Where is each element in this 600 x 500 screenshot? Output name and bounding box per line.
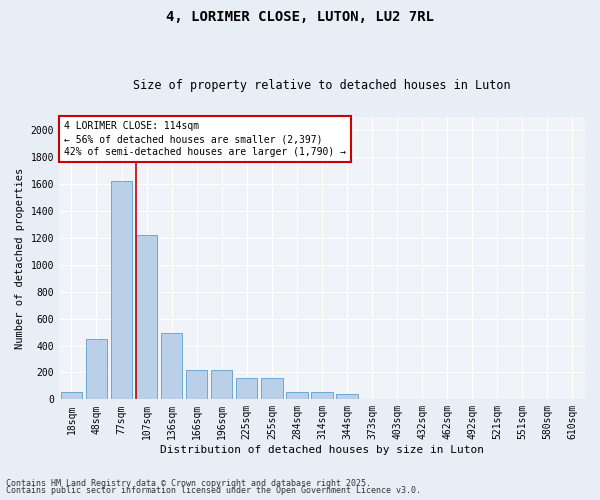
Bar: [286, 392, 308, 400]
Bar: [61, 392, 82, 400]
Bar: [211, 370, 232, 400]
Text: 4 LORIMER CLOSE: 114sqm
← 56% of detached houses are smaller (2,397)
42% of semi: 4 LORIMER CLOSE: 114sqm ← 56% of detache…: [64, 121, 346, 158]
Bar: [136, 235, 157, 400]
Y-axis label: Number of detached properties: Number of detached properties: [15, 168, 25, 348]
Bar: [236, 378, 257, 400]
Bar: [186, 370, 208, 400]
Bar: [337, 394, 358, 400]
Title: Size of property relative to detached houses in Luton: Size of property relative to detached ho…: [133, 79, 511, 92]
Text: Contains HM Land Registry data © Crown copyright and database right 2025.: Contains HM Land Registry data © Crown c…: [6, 478, 371, 488]
Bar: [161, 334, 182, 400]
Bar: [86, 339, 107, 400]
X-axis label: Distribution of detached houses by size in Luton: Distribution of detached houses by size …: [160, 445, 484, 455]
Bar: [261, 378, 283, 400]
Bar: [311, 392, 332, 400]
Text: Contains public sector information licensed under the Open Government Licence v3: Contains public sector information licen…: [6, 486, 421, 495]
Text: 4, LORIMER CLOSE, LUTON, LU2 7RL: 4, LORIMER CLOSE, LUTON, LU2 7RL: [166, 10, 434, 24]
Bar: [111, 182, 132, 400]
